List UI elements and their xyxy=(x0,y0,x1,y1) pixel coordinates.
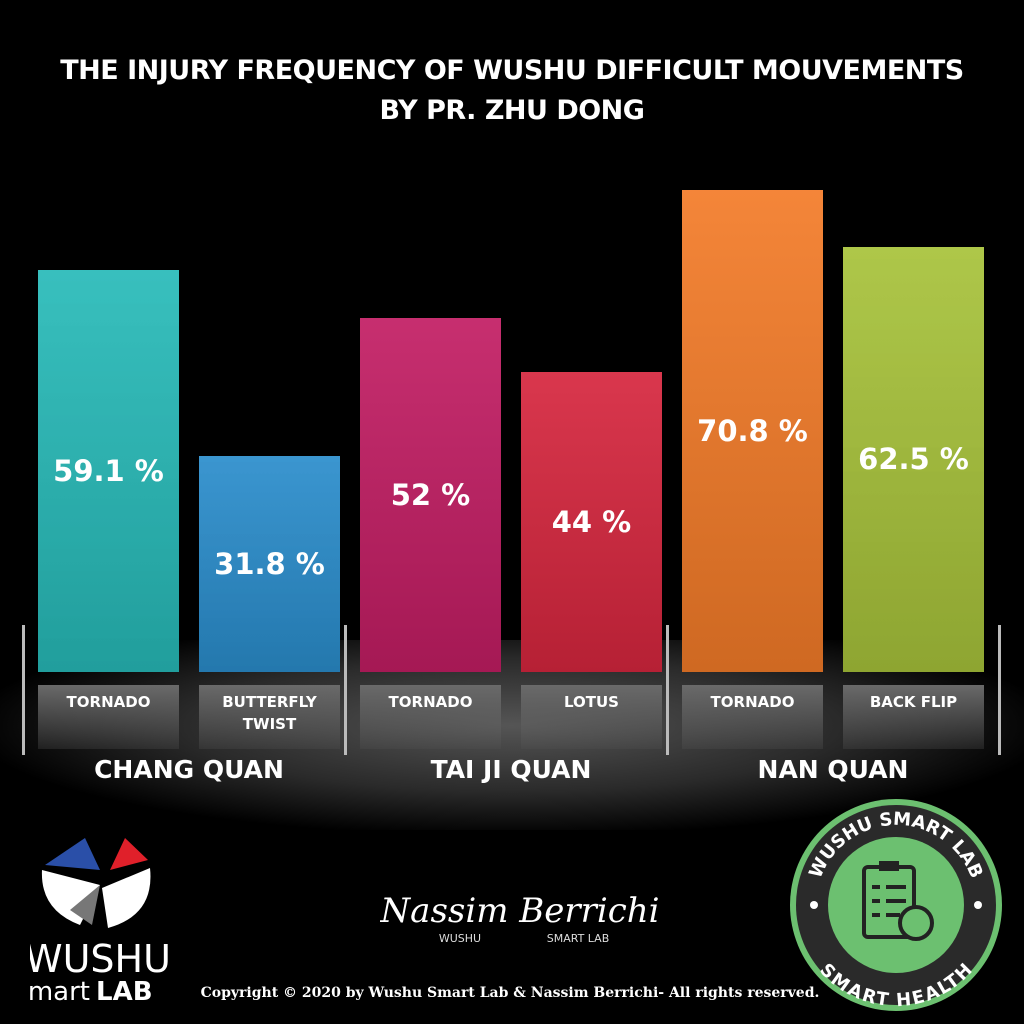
category-label: BUTTERFLY TWIST xyxy=(199,685,340,749)
logo-sub: smart xyxy=(30,977,90,1007)
signature-name: Nassim Berrichi xyxy=(380,891,660,931)
value-label: 44 % xyxy=(551,505,632,540)
chart-subtitle: BY PR. ZHU DONG xyxy=(379,95,645,126)
logo-gray xyxy=(70,885,100,925)
logo-blue xyxy=(45,838,100,870)
logo-white-2 xyxy=(102,868,151,928)
badge-dot xyxy=(974,901,982,909)
group-label: NAN QUAN xyxy=(757,755,909,784)
group-label: CHANG QUAN xyxy=(94,755,284,784)
category-label: TORNADO xyxy=(38,685,179,749)
category-label: TORNADO xyxy=(682,685,823,749)
badge-inner xyxy=(828,837,964,973)
group-separator xyxy=(22,625,25,755)
logo: WUSHU smart LAB xyxy=(30,838,170,1007)
chart: 59.1 % TORNADO 31.8 % BUTTERFLY TWIST 52 % TO… xyxy=(22,190,1001,784)
bar xyxy=(843,246,984,672)
bar xyxy=(682,190,823,672)
badge-apple xyxy=(898,905,934,941)
badge-lines xyxy=(872,885,906,917)
badge-clip xyxy=(879,861,899,871)
logo-red xyxy=(110,838,148,870)
badge: WUSHU SMART LAB SMART HEALTH xyxy=(790,799,1002,1011)
value-label: 70.8 % xyxy=(697,414,808,448)
group-separator xyxy=(998,625,1001,755)
bar xyxy=(38,269,179,672)
bar xyxy=(521,372,662,672)
logo-lab: LAB xyxy=(96,977,153,1007)
group-label: TAI JI QUAN xyxy=(430,755,592,784)
signature-left: WUSHU xyxy=(439,932,481,945)
value-label: 62.5 % xyxy=(858,442,969,477)
bar xyxy=(199,455,340,672)
category-label: BACK FLIP xyxy=(843,685,984,749)
bar xyxy=(360,317,501,672)
badge-dot xyxy=(810,901,818,909)
category-label: LOTUS xyxy=(521,685,662,749)
logo-name: WUSHU xyxy=(30,937,170,981)
chart-title: THE INJURY FREQUENCY OF WUSHU DIFFICULT … xyxy=(60,55,964,86)
group-separator xyxy=(344,625,347,755)
signature: Nassim Berrichi WUSHU SMART LAB xyxy=(380,891,660,945)
copyright: Copyright © 2020 by Wushu Smart Lab & Na… xyxy=(200,985,820,1001)
value-label: 59.1 % xyxy=(53,453,164,488)
signature-right: SMART LAB xyxy=(547,932,610,945)
category-label: TORNADO xyxy=(360,685,501,749)
group-separator xyxy=(666,625,669,755)
value-label: 31.8 % xyxy=(214,546,325,581)
value-label: 52 % xyxy=(390,477,471,512)
